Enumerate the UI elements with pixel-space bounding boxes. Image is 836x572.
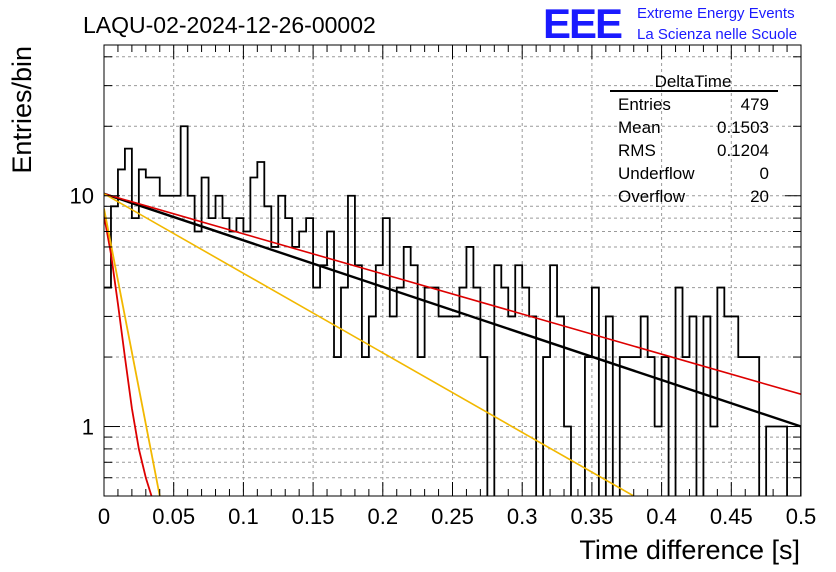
x-axis-title: Time difference [s] <box>579 535 800 565</box>
x-tick-label: 0.45 <box>710 504 753 529</box>
stats-entries-value: 479 <box>741 95 769 114</box>
histogram-outline <box>104 125 801 496</box>
axes: 0 0.05 0.1 0.15 0.2 0.25 0.3 0.35 0.4 0.45 0.5 1 10 <box>70 45 817 529</box>
grid-lines <box>104 45 801 496</box>
x-tick-label: 0.5 <box>786 504 817 529</box>
fit-curve-3 <box>104 193 635 496</box>
x-tick-label: 0.25 <box>431 504 474 529</box>
fit-curve-2 <box>104 192 801 396</box>
logo-line-1: Extreme Energy Events <box>637 5 795 22</box>
x-tick-label: 0.35 <box>570 504 613 529</box>
x-tick-label: 0.05 <box>152 504 195 529</box>
fit-curves <box>104 192 801 496</box>
x-tick-label: 0 <box>98 504 110 529</box>
y-tick-label: 1 <box>82 415 94 440</box>
stats-overflow-label: Overflow <box>618 187 686 206</box>
stats-overflow-value: 20 <box>750 187 769 206</box>
stats-mean-value: 0.1503 <box>717 118 769 137</box>
logo-line-2: La Scienza nelle Scuole <box>637 26 797 43</box>
x-tick-label: 0.15 <box>292 504 335 529</box>
stats-rms-value: 0.1204 <box>717 141 769 160</box>
x-tick-label: 0.2 <box>368 504 399 529</box>
stats-title: DeltaTime <box>655 72 732 91</box>
plot-area <box>104 125 801 496</box>
fit-curve-1 <box>104 192 801 428</box>
chart-title: LAQU-02-2024-12-26-00002 <box>83 12 376 38</box>
eee-logo-mark: EEE <box>543 0 622 47</box>
x-tick-label: 0.3 <box>507 504 538 529</box>
x-tick-label: 0.1 <box>228 504 259 529</box>
stats-rms-label: RMS <box>618 141 656 160</box>
stats-underflow-value: 0 <box>760 164 769 183</box>
x-tick-label: 0.4 <box>646 504 677 529</box>
stats-underflow-label: Underflow <box>618 164 695 183</box>
fit-curve-4 <box>104 215 153 496</box>
stats-box: DeltaTime Entries 479 Mean 0.1503 RMS 0.1204 U… <box>610 72 778 206</box>
fit-curve-5 <box>104 208 161 496</box>
stats-entries-label: Entries <box>618 95 671 114</box>
y-axis-title: Entries/bin <box>7 46 37 174</box>
y-tick-label: 10 <box>70 184 94 209</box>
stats-mean-label: Mean <box>618 118 661 137</box>
